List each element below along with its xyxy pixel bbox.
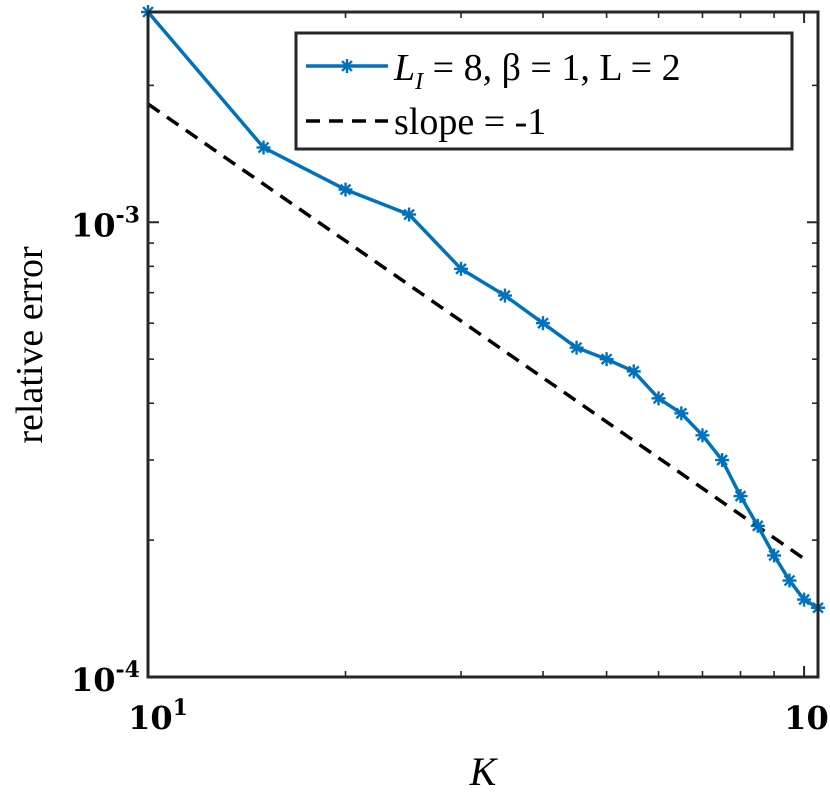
data-point-series-1-2 bbox=[338, 182, 353, 197]
data-point-series-1-6 bbox=[536, 316, 551, 331]
plot-data-layer bbox=[141, 5, 825, 615]
x-tick-label-0: 101 bbox=[128, 695, 188, 737]
data-point-series-1-1 bbox=[256, 140, 271, 155]
data-point-series-1-7 bbox=[569, 340, 584, 355]
legend-marker-series-1 bbox=[340, 59, 354, 73]
data-point-series-1-4 bbox=[454, 261, 469, 276]
legend-entry-series-2: slope = -1 bbox=[306, 101, 546, 143]
data-point-series-1-16 bbox=[767, 548, 782, 563]
data-point-series-1-13 bbox=[715, 453, 730, 468]
legend-marker-star bbox=[340, 59, 354, 73]
tick-labels: 101 102 10-4 10-3 bbox=[71, 202, 830, 737]
data-point-series-1-5 bbox=[497, 288, 512, 303]
tick-marks bbox=[147, 12, 818, 678]
data-point-series-1-18 bbox=[797, 592, 812, 607]
data-point-series-1-17 bbox=[782, 573, 797, 588]
y-tick-label-1: 10-3 bbox=[71, 202, 140, 244]
data-point-series-1-12 bbox=[695, 428, 710, 443]
data-point-series-1-14 bbox=[733, 489, 748, 504]
legend-label-series-1: LI = 8, β = 1, L = 2 bbox=[393, 47, 681, 95]
legend-entry-series-1: LI = 8, β = 1, L = 2 bbox=[306, 47, 681, 95]
legend-box bbox=[294, 31, 794, 151]
x-tick-label-1: 102 bbox=[784, 695, 830, 737]
series-line-1 bbox=[146, 10, 819, 610]
legend: LI = 8, β = 1, L = 2 slope = -1 bbox=[294, 31, 794, 151]
data-point-series-1-11 bbox=[674, 406, 689, 421]
data-point-series-1-3 bbox=[402, 207, 417, 222]
axes-box bbox=[146, 10, 820, 679]
data-point-series-1-8 bbox=[599, 352, 614, 367]
legend-label-series-2: slope = -1 bbox=[394, 101, 546, 143]
data-point-series-1-15 bbox=[750, 518, 765, 533]
y-tick-label-0: 10-4 bbox=[71, 657, 140, 699]
y-axis-title: relative error bbox=[9, 246, 51, 444]
series-line-2 bbox=[147, 102, 806, 561]
data-point-series-1-9 bbox=[626, 364, 641, 379]
x-axis-title: K bbox=[469, 749, 499, 794]
data-point-series-1-10 bbox=[651, 391, 666, 406]
